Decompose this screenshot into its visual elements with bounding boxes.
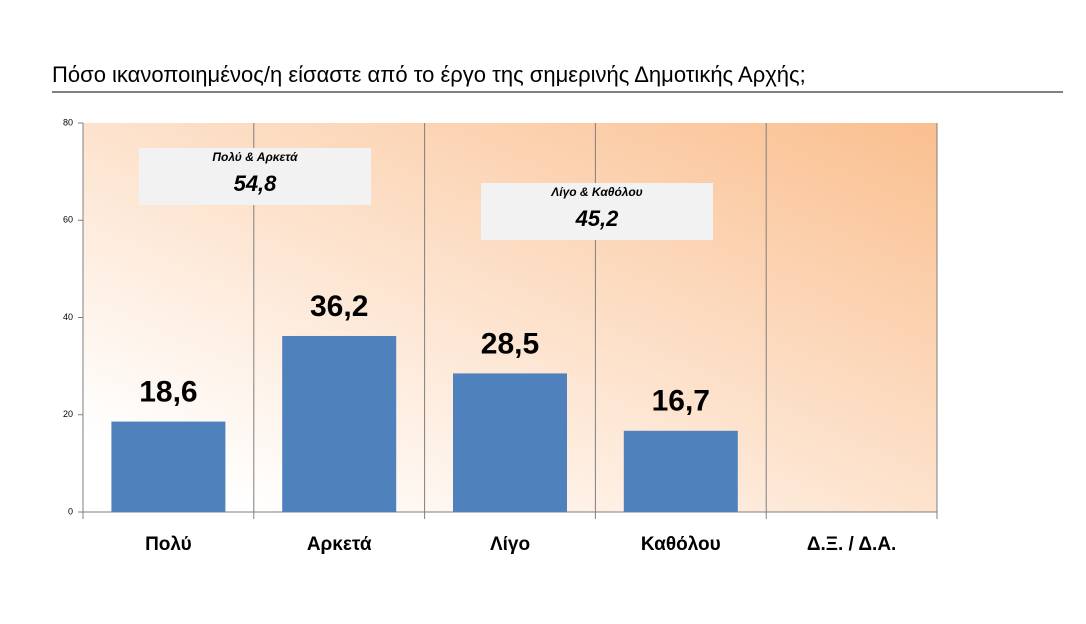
y-tick-label: 20: [63, 409, 73, 419]
x-tick-label: Δ.Ξ. / Δ.Α.: [807, 534, 897, 555]
y-tick-label: 60: [63, 215, 73, 225]
x-tick-label: Αρκετά: [307, 534, 372, 555]
y-tick-label: 40: [63, 312, 73, 322]
annotation-title: Λίγο & Καθόλου: [550, 185, 643, 199]
chart-title: Πόσο ικανοποιημένος/η είσαστε από το έργ…: [52, 62, 806, 87]
annotation-value: 45,2: [575, 206, 620, 231]
data-label: 28,5: [481, 327, 539, 360]
y-tick-label: 0: [68, 506, 73, 516]
annotation-value: 54,8: [234, 171, 278, 196]
y-tick-label: 80: [63, 117, 73, 127]
annotation-box: [139, 148, 371, 205]
data-label: 36,2: [310, 290, 368, 323]
bar: [623, 430, 738, 512]
annotation-box: [481, 183, 713, 240]
bar: [282, 335, 397, 512]
data-label: 16,7: [652, 385, 710, 418]
x-tick-label: Πολύ: [145, 534, 192, 555]
annotation-title: Πολύ & Αρκετά: [212, 150, 298, 164]
x-tick-label: Λίγο: [490, 534, 530, 555]
bar: [453, 373, 567, 512]
data-label: 18,6: [139, 375, 197, 408]
bar: [111, 421, 226, 512]
x-tick-label: Καθόλου: [641, 534, 721, 555]
